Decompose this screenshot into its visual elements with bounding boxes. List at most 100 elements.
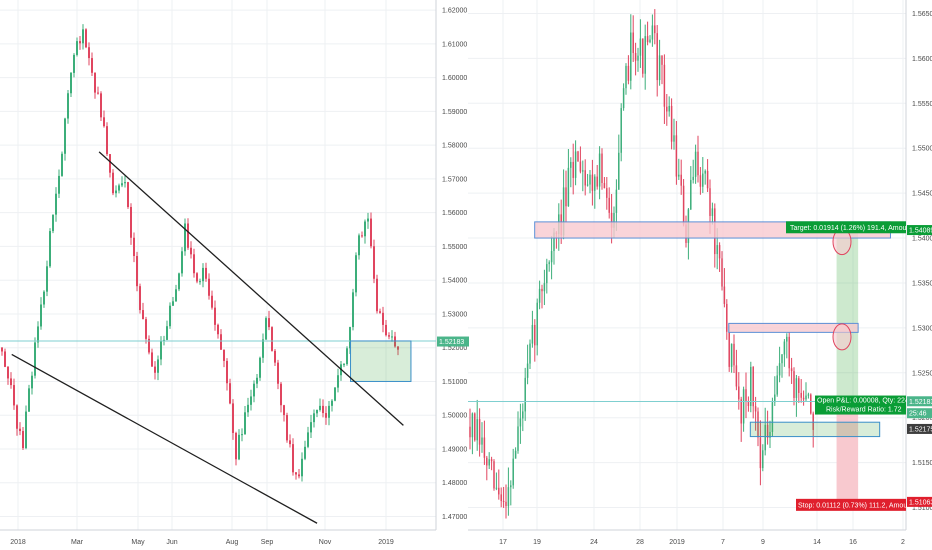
candle-body	[802, 397, 805, 400]
candle-body	[646, 36, 649, 43]
candle-body	[598, 153, 601, 187]
candle-body	[298, 474, 300, 477]
candle-body	[394, 336, 396, 347]
x-tick-label: May	[131, 539, 145, 546]
resistance-zone-lower[interactable]	[728, 322, 859, 333]
candle-body	[603, 183, 606, 189]
target-zone[interactable]	[836, 229, 859, 402]
candle-body	[591, 174, 594, 191]
candle-body	[208, 278, 210, 296]
candle-body	[106, 126, 108, 155]
upper-trendline[interactable]	[98, 151, 404, 426]
y-tick-label: 1.54000	[442, 278, 467, 285]
candle-body	[319, 405, 321, 410]
y-tick-label: 1.53000	[442, 311, 467, 318]
candle-body	[493, 461, 495, 489]
candle-body	[316, 409, 318, 414]
candle-body	[121, 183, 123, 186]
candle-body	[469, 426, 471, 438]
candle-body	[307, 432, 309, 447]
candle-body	[769, 431, 771, 438]
candle-body	[205, 267, 207, 279]
candle-body	[361, 235, 363, 237]
x-tick-label: Mar	[71, 539, 84, 546]
candle-body	[663, 64, 666, 107]
candle-body	[82, 29, 84, 44]
candle-body	[268, 318, 270, 328]
candle-body	[757, 411, 759, 438]
candle-body	[166, 326, 168, 340]
lower-trendline[interactable]	[11, 353, 318, 524]
y-tick-label: 1.54500	[912, 191, 932, 198]
candle-body	[325, 413, 327, 418]
right-chart-panel[interactable]: 1.56500 1.56000 1.55500 1.55000 1.54500 1.540…	[468, 0, 932, 546]
stop-zone[interactable]	[836, 410, 859, 503]
green-zone-box[interactable]	[350, 340, 412, 382]
candle-body	[331, 400, 333, 406]
candle-body	[601, 153, 603, 184]
candle-body	[582, 170, 584, 172]
y-tick-label: 1.47000	[442, 514, 467, 521]
candle-body	[1, 347, 3, 352]
candle-body	[586, 184, 589, 186]
candle-body	[709, 188, 711, 216]
candle-body	[543, 283, 546, 292]
candle-body	[373, 246, 375, 279]
candle-body	[495, 487, 498, 489]
candle-body	[259, 357, 261, 378]
candle-body	[661, 55, 663, 65]
left-chart-panel[interactable]: 1.62000 1.61000 1.60000 1.59000 1.58000 1.570…	[0, 0, 469, 546]
candle-body	[70, 72, 72, 94]
candle-body	[567, 167, 570, 207]
candle-body	[536, 302, 538, 346]
y-tick-label: 1.51000	[442, 379, 467, 386]
candle-body	[524, 377, 526, 412]
y-tick-label: 1.48000	[442, 480, 467, 487]
candle-body	[632, 32, 634, 53]
candle-body	[154, 366, 156, 373]
x-tick-label: 17	[499, 539, 507, 546]
candle-body	[637, 55, 639, 61]
candle-body	[762, 450, 764, 469]
candle-body	[88, 47, 90, 59]
candle-body	[704, 170, 706, 174]
candle-body	[538, 288, 541, 303]
candle-body	[295, 472, 297, 475]
candle-body	[352, 292, 354, 328]
target-price-tag	[907, 225, 932, 236]
candle-body	[43, 291, 45, 305]
y-tick-label: 1.51000	[912, 505, 932, 512]
candle-body	[622, 88, 625, 109]
candle-body	[726, 303, 728, 332]
x-tick-label: Nov	[319, 539, 332, 546]
open-pnl-label: Open P&L: 0.00008, Qty: 22482	[817, 398, 917, 405]
candle-body	[256, 377, 258, 384]
y-tick-label: 1.51500	[912, 460, 932, 467]
candle-body	[630, 32, 632, 81]
candle-body	[64, 118, 66, 154]
candle-body	[130, 206, 132, 238]
candle-body	[178, 273, 180, 290]
candle-body	[100, 93, 102, 118]
candle-body	[766, 424, 769, 438]
x-tick-label: 2019	[378, 539, 394, 546]
candle-body	[750, 366, 752, 407]
target-label: Target: 0.01914 (1.26%) 191.4, Amount: 1	[790, 225, 920, 232]
target-ellipse[interactable]	[832, 323, 852, 351]
candle-body	[574, 151, 577, 178]
candle-body	[546, 264, 548, 284]
candle-body	[625, 65, 627, 89]
candle-body	[670, 105, 673, 142]
candle-body	[136, 256, 138, 287]
candle-body	[810, 394, 812, 414]
candle-body	[774, 394, 776, 403]
candle-body	[112, 172, 114, 194]
candle-body	[531, 324, 534, 344]
candle-body	[548, 262, 550, 265]
candle-body	[217, 324, 219, 335]
x-tick-label: 2	[901, 539, 905, 546]
candle-body	[85, 29, 87, 48]
green-zone-box[interactable]	[749, 421, 881, 438]
